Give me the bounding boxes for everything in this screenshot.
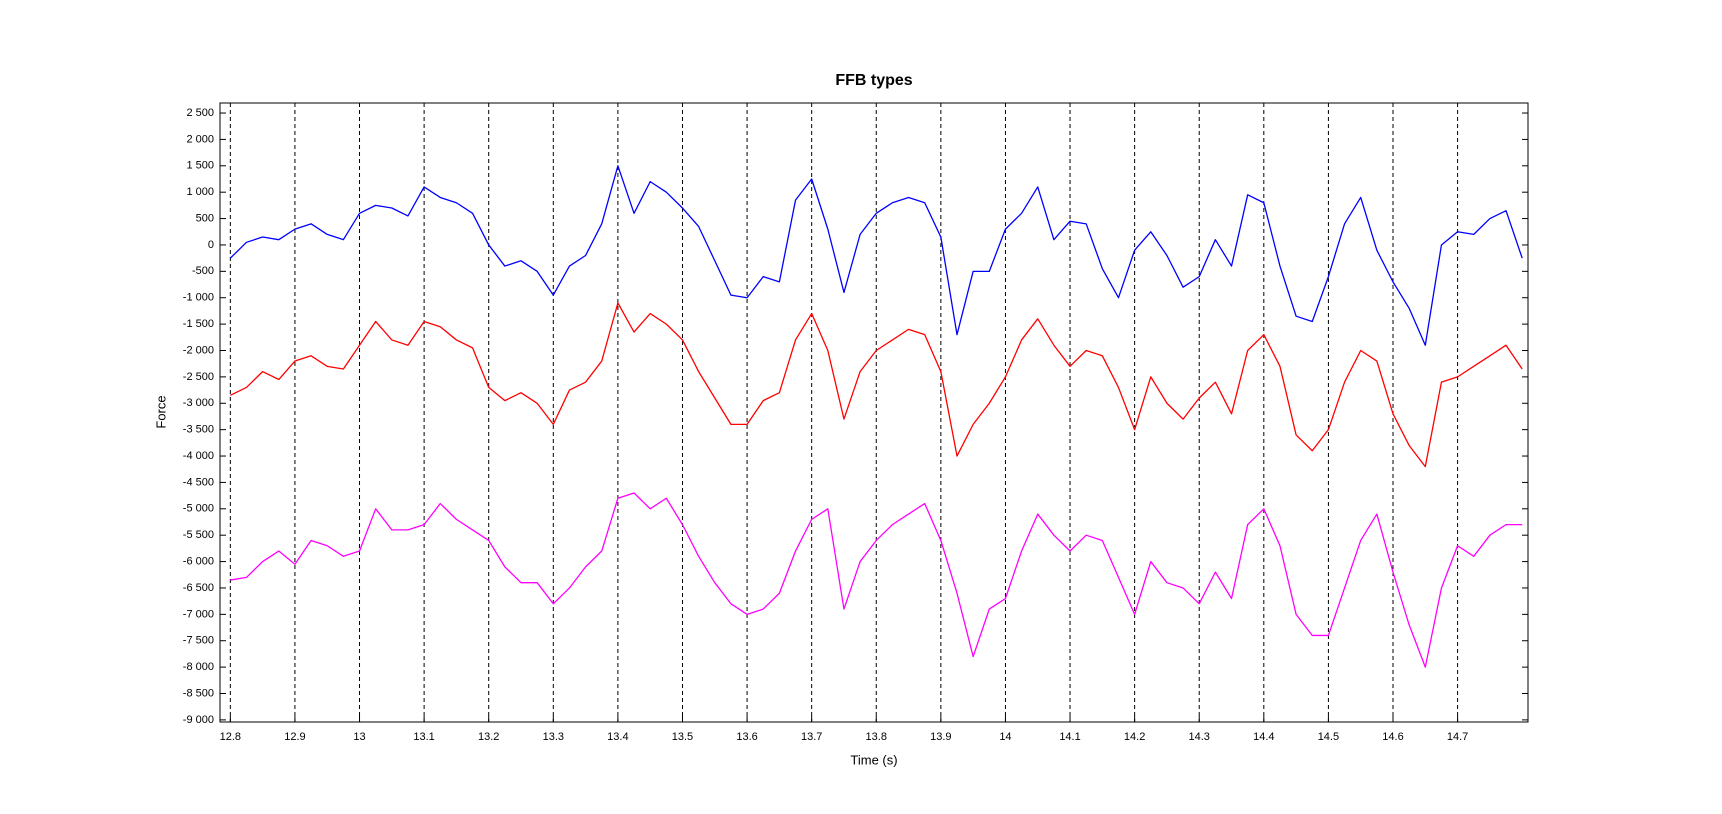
x-tick-label: 13.9 xyxy=(930,731,951,743)
y-tick-label: -3 500 xyxy=(183,424,214,436)
x-tick-label: 13.6 xyxy=(736,731,757,743)
plot-frame xyxy=(219,102,1529,723)
y-tick-label: 1 500 xyxy=(186,160,214,172)
series-line xyxy=(230,302,1523,468)
x-tick-label: 14.1 xyxy=(1059,731,1080,743)
y-axis-label: Force xyxy=(153,395,168,428)
y-tick-label: -6 000 xyxy=(183,555,214,567)
x-tick-label: 12.8 xyxy=(220,731,241,743)
x-tick-label: 13 xyxy=(353,731,365,743)
y-tick-label: 2 000 xyxy=(186,133,214,145)
x-tick-label: 12.9 xyxy=(284,731,305,743)
x-tick-label: 14.6 xyxy=(1382,731,1403,743)
x-tick-label: 13.2 xyxy=(478,731,499,743)
y-tick-label: -2 500 xyxy=(183,371,214,383)
y-tick-label: -9 000 xyxy=(183,714,214,726)
y-tick-label: 0 xyxy=(208,239,214,251)
series-line xyxy=(230,492,1523,668)
chart-title: FFB types xyxy=(835,72,912,89)
x-tick-label: 14.4 xyxy=(1253,731,1274,743)
series-line xyxy=(229,165,1523,346)
y-tick-label: -2 000 xyxy=(183,344,214,356)
y-tick-label: -4 000 xyxy=(183,450,214,462)
y-tick-label: -7 500 xyxy=(183,635,214,647)
y-tick-label: -6 500 xyxy=(183,582,214,594)
x-tick-label: 13.5 xyxy=(672,731,693,743)
y-tick-label: -1 000 xyxy=(183,292,214,304)
y-tick-label: -8 000 xyxy=(183,661,214,673)
y-tick-label: -500 xyxy=(192,265,214,277)
x-tick-label: 14.7 xyxy=(1447,731,1468,743)
x-tick-label: 13.1 xyxy=(413,731,434,743)
x-tick-label: 13.4 xyxy=(607,731,628,743)
y-tick-label: -1 500 xyxy=(183,318,214,330)
y-tick-label: -7 000 xyxy=(183,608,214,620)
x-axis-label: Time (s) xyxy=(850,752,897,767)
y-tick-label: -8 500 xyxy=(183,687,214,699)
y-tick-label: -4 500 xyxy=(183,476,214,488)
x-tick-label: 14.5 xyxy=(1318,731,1339,743)
y-tick-label: 2 500 xyxy=(186,107,214,119)
x-tick-label: 14.3 xyxy=(1189,731,1210,743)
x-tick-label: 13.7 xyxy=(801,731,822,743)
y-tick-label: 500 xyxy=(196,212,214,224)
y-tick-label: -5 500 xyxy=(183,529,214,541)
y-tick-label: 1 000 xyxy=(186,186,214,198)
x-tick-label: 14 xyxy=(999,731,1011,743)
y-tick-label: -5 000 xyxy=(183,503,214,515)
x-tick-label: 14.2 xyxy=(1124,731,1145,743)
x-tick-label: 13.3 xyxy=(543,731,564,743)
x-tick-label: 13.8 xyxy=(866,731,887,743)
y-tick-label: -3 000 xyxy=(183,397,214,409)
